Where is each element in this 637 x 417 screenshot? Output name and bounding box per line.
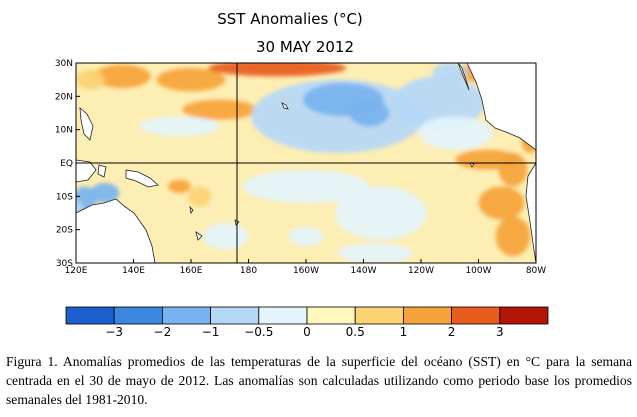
anomaly-region-26 — [288, 226, 324, 247]
colorbar-swatch-7 — [402, 306, 452, 325]
landmass-hawaii — [281, 102, 289, 110]
x-tick-label-120E: 120E — [65, 266, 88, 276]
colorbar-swatch-2 — [161, 306, 211, 325]
landmass-australia — [76, 198, 156, 263]
map-area — [76, 63, 536, 263]
colorbar-label-3: −0.5 — [244, 325, 273, 339]
x-tick-label-180: 180 — [240, 266, 257, 276]
colorbar-swatch-4 — [258, 306, 308, 325]
colorbar-swatch-0 — [65, 306, 115, 325]
anomaly-region-6 — [139, 116, 220, 137]
anomaly-region-24 — [334, 186, 427, 240]
landmass-sulawesi — [97, 164, 107, 178]
anomaly-region-0 — [93, 64, 151, 89]
y-tick-label-EQ: EQ — [60, 159, 73, 169]
x-tick-label-140E: 140E — [122, 266, 145, 276]
anomaly-region-23 — [242, 169, 370, 203]
anomaly-region-21 — [90, 183, 120, 203]
anomaly-field — [76, 63, 536, 263]
x-tick-label-120W: 120W — [408, 266, 434, 276]
anomaly-region-12 — [432, 63, 467, 83]
landmass-baja-california — [457, 63, 470, 91]
colorbar-swatch-9 — [499, 306, 549, 325]
colorbar-label-7: 2 — [448, 325, 456, 339]
colorbar-label-4: 0 — [303, 325, 311, 339]
x-tick-label-80W: 80W — [526, 266, 546, 276]
anomaly-region-19 — [188, 186, 212, 207]
x-tick-label-160E: 160E — [180, 266, 203, 276]
y-tick-label-10S: 10S — [56, 192, 73, 202]
y-tick-label-20S: 20S — [56, 226, 73, 236]
y-axis: 30N 20N 10N EQ 10S 20S 30S — [55, 59, 80, 269]
colorbar-label-0: −3 — [105, 325, 123, 339]
landmass-mexico-central-america — [466, 63, 536, 151]
x-tick-label-160W: 160W — [293, 266, 319, 276]
y-tick-label-20N: 20N — [55, 92, 73, 102]
y-tick-label-10N: 10N — [55, 126, 73, 136]
colorbar-label-8: 3 — [496, 325, 504, 339]
landmass-borneo — [76, 159, 97, 183]
landmass-vanuatu — [189, 205, 194, 215]
chart-title: SST Anomalies (°C) — [217, 10, 363, 28]
anomaly-region-15 — [478, 186, 525, 220]
anomaly-region-27 — [337, 243, 413, 263]
anomaly-region-18 — [168, 179, 191, 193]
anomaly-region-11 — [418, 116, 493, 150]
colorbar-swatch-5 — [306, 306, 356, 325]
anomaly-region-2 — [208, 63, 347, 77]
anomaly-region-16 — [495, 216, 531, 257]
y-tick-label-30N: 30N — [55, 59, 73, 69]
anomaly-region-5 — [76, 69, 105, 90]
landmass-new-guinea — [125, 169, 159, 188]
anomaly-region-4 — [182, 99, 258, 120]
colorbar-label-1: −2 — [154, 325, 172, 339]
land-masses — [76, 63, 536, 263]
anomaly-region-14 — [498, 153, 528, 187]
landmass-new-caledonia — [195, 231, 203, 241]
anomaly-region-25 — [202, 223, 249, 250]
chart-date: 30 MAY 2012 — [256, 38, 354, 56]
landmass-philippines — [79, 107, 94, 141]
anomaly-region-9 — [349, 99, 390, 127]
sst-anomaly-chart: SST Anomalies (°C) 30 MAY 2012 — [55, 10, 549, 339]
anomaly-region-1 — [156, 68, 226, 92]
colorbar-swatch-1 — [113, 306, 163, 325]
colorbar-label-5: 0.5 — [346, 325, 365, 339]
landmass-south-america — [525, 162, 536, 263]
colorbar: −3 −2 −1 −0.5 0 0.5 1 2 3 — [65, 306, 549, 339]
y-tick-label-30S: 30S — [56, 259, 73, 269]
colorbar-label-2: −1 — [202, 325, 220, 339]
x-tick-label-100W: 100W — [465, 266, 491, 276]
x-axis: 120E 140E 160E 180 160W 140W 120W 100W 80W — [65, 259, 546, 276]
colorbar-label-6: 1 — [400, 325, 408, 339]
colorbar-swatch-6 — [354, 306, 404, 325]
colorbar-swatch-8 — [451, 306, 501, 325]
colorbar-swatch-3 — [210, 306, 260, 325]
figure-caption: Figura 1. Anomalías promedios de las tem… — [6, 354, 632, 407]
x-tick-label-140W: 140W — [350, 266, 376, 276]
anomaly-region-10 — [392, 76, 485, 130]
